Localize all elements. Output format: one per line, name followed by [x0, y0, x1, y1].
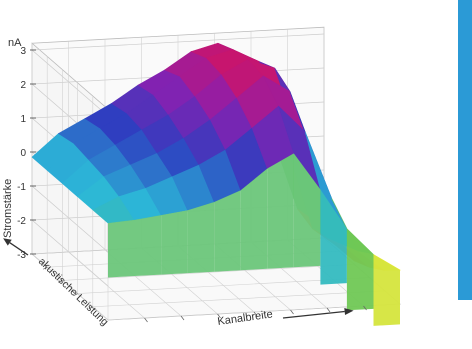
surface-front-face — [214, 190, 241, 272]
surface-front-face — [346, 228, 374, 311]
x-axis-arrow — [282, 308, 354, 319]
z-tick-label: -3 — [17, 250, 26, 261]
depth-tick-mark — [43, 266, 48, 270]
x-tick-mark — [217, 313, 221, 319]
surface-front-face — [161, 210, 188, 275]
z-tick-label: -2 — [17, 216, 26, 227]
surface-front-face — [320, 189, 347, 285]
x-tick-mark — [290, 309, 294, 315]
z-tick-label: 0 — [20, 148, 26, 159]
z-tick-label: 2 — [20, 80, 26, 91]
surface-front-face — [293, 153, 321, 268]
depth-axis-arrow — [3, 238, 29, 256]
depth-tick-mark — [73, 293, 78, 296]
x-tick-mark — [180, 315, 185, 321]
surface-front-face — [108, 219, 135, 278]
surface-front-face — [373, 254, 400, 326]
surface-front-face — [134, 215, 162, 276]
z-tick-label: -1 — [17, 182, 26, 193]
z-unit-label: nA — [8, 37, 22, 49]
x-tick-mark — [363, 305, 367, 311]
z-tick-label: 1 — [20, 114, 26, 125]
z-axis-ticks: -3 -2 -1 0 1 2 3 — [17, 46, 36, 261]
z-tick-label: 3 — [20, 46, 26, 57]
x-tick-mark — [253, 311, 258, 317]
depth-tick-mark — [88, 306, 93, 310]
surface-front-face — [267, 153, 294, 269]
depth-tick-mark — [58, 280, 63, 283]
surface-front-face — [187, 202, 215, 274]
x-tick-mark — [144, 317, 148, 323]
surface-front-face — [240, 168, 268, 271]
z-axis-label: Stromstärke — [2, 179, 14, 238]
side-color-strip — [458, 0, 472, 300]
floor-tick-marks — [43, 266, 367, 323]
surface-mesh — [31, 42, 402, 326]
x-tick-mark — [326, 307, 331, 313]
